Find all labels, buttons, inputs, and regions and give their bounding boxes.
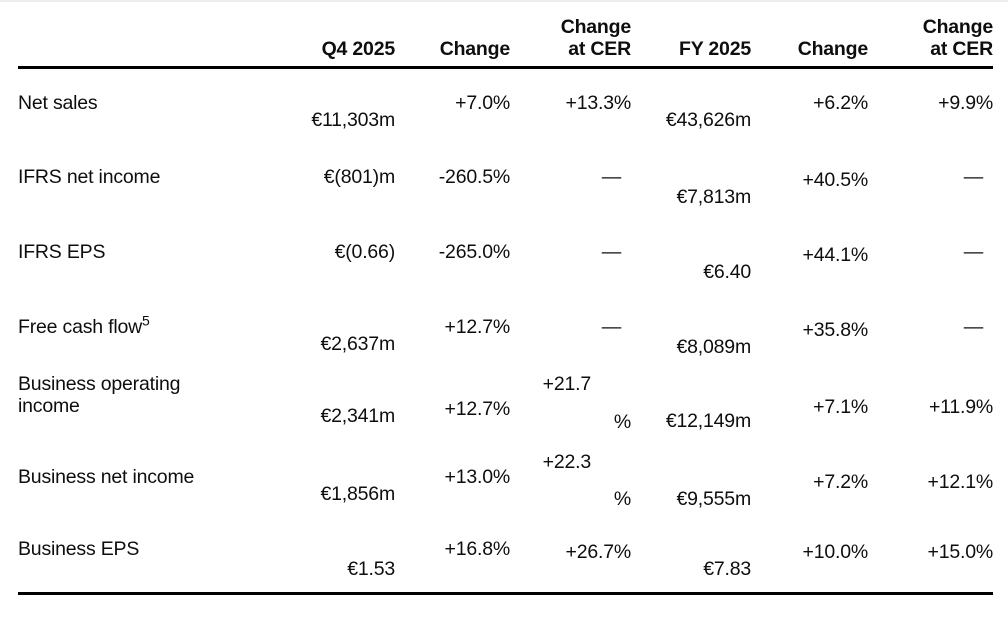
fy-change: +6.2%: [813, 92, 868, 114]
fy-change: +35.8%: [802, 319, 869, 341]
fy-value: €8,089m: [676, 336, 752, 358]
row-label: IFRS net income: [18, 166, 161, 188]
q4-change: +7.0%: [455, 92, 510, 114]
q4-change-at-cer: +26.7%: [565, 541, 632, 563]
fy-change: +7.2%: [813, 471, 868, 493]
q4-value: €11,303m: [311, 109, 395, 131]
header-q4-change: Change: [439, 38, 511, 60]
q4-value: €(801)m: [323, 166, 395, 188]
row-label: Net sales: [18, 92, 98, 114]
financial-results-table: Q4 2025 Change Change at CER FY 2025 Cha…: [18, 2, 993, 595]
fy-change: +7.1%: [813, 396, 868, 418]
table-row-ifrs-eps: IFRS EPS €(0.66) -265.0% — €6.40 +44.1% …: [18, 218, 993, 293]
fy-value: €12,149m: [665, 410, 751, 432]
q4-change-at-cer: —: [601, 316, 622, 338]
q4-change-at-cer: +21.7%: [542, 373, 632, 433]
table-row-net-sales: Net sales €11,303m +7.0% +13.3% €43,626m…: [18, 69, 993, 143]
fy-change-at-cer: +9.9%: [938, 92, 993, 114]
q4-value: €2,637m: [320, 333, 396, 355]
fy-value: €9,555m: [676, 488, 752, 510]
fy-change: +40.5%: [802, 169, 869, 191]
q4-change-at-cer: +22.3%: [542, 451, 632, 510]
fy-value: €43,626m: [665, 109, 751, 131]
fy-change-at-cer: —: [963, 241, 984, 263]
q4-change-at-cer: —: [601, 166, 622, 188]
fy-value: €7.83: [703, 558, 751, 580]
fy-change: +44.1%: [802, 244, 869, 266]
row-label: Business operating income: [18, 373, 181, 417]
fy-change: +10.0%: [802, 541, 869, 563]
header-fy-change: Change: [797, 38, 869, 60]
row-label: Free cash flow5: [18, 312, 150, 339]
fy-change-at-cer: —: [963, 316, 984, 338]
fy-value: €6.40: [703, 261, 751, 283]
table-row-free-cash-flow: Free cash flow5 €2,637m +12.7% — €8,089m…: [18, 293, 993, 359]
q4-change: +16.8%: [444, 538, 511, 560]
row-label: IFRS EPS: [18, 241, 106, 263]
fy-value: €7,813m: [676, 186, 752, 208]
fy-change-at-cer: +15.0%: [927, 541, 994, 563]
header-fy-2025: FY 2025: [679, 38, 751, 60]
fy-change-at-cer: +11.9%: [928, 396, 993, 418]
table-row-business-eps: Business EPS €1.53 +16.8% +26.7% €7.83 +…: [18, 515, 993, 592]
fy-change-at-cer: +12.1%: [927, 471, 994, 493]
row-label: Business net income: [18, 466, 195, 488]
row-label: Business EPS: [18, 538, 140, 560]
header-q4-2025: Q4 2025: [321, 38, 396, 60]
q4-value: €1.53: [347, 558, 395, 580]
q4-change-at-cer: +13.3%: [565, 92, 632, 114]
table-row-business-net-income: Business net income €1,856m +13.0% +22.3…: [18, 443, 993, 515]
q4-value: €(0.66): [334, 241, 396, 263]
table-header-row: Q4 2025 Change Change at CER FY 2025 Cha…: [18, 2, 993, 69]
fy-change-at-cer: —: [963, 166, 984, 188]
q4-change: +13.0%: [444, 466, 511, 488]
table-row-ifrs-net-income: IFRS net income €(801)m -260.5% — €7,813…: [18, 143, 993, 218]
q4-change-at-cer: —: [601, 241, 622, 263]
q4-change: -260.5%: [438, 166, 510, 188]
table-row-business-operating-income: Business operating income €2,341m +12.7%…: [18, 350, 993, 443]
header-q4-change-at-cer: Change at CER: [560, 16, 632, 60]
q4-change: -265.0%: [438, 241, 510, 263]
footnote-marker: 5: [142, 312, 150, 329]
header-fy-change-at-cer: Change at CER: [922, 16, 994, 60]
q4-value: €1,856m: [320, 483, 396, 505]
table-body: Net sales €11,303m +7.0% +13.3% €43,626m…: [18, 69, 993, 595]
q4-change: +12.7%: [444, 398, 511, 420]
q4-change: +12.7%: [444, 316, 511, 338]
q4-value: €2,341m: [320, 405, 396, 427]
